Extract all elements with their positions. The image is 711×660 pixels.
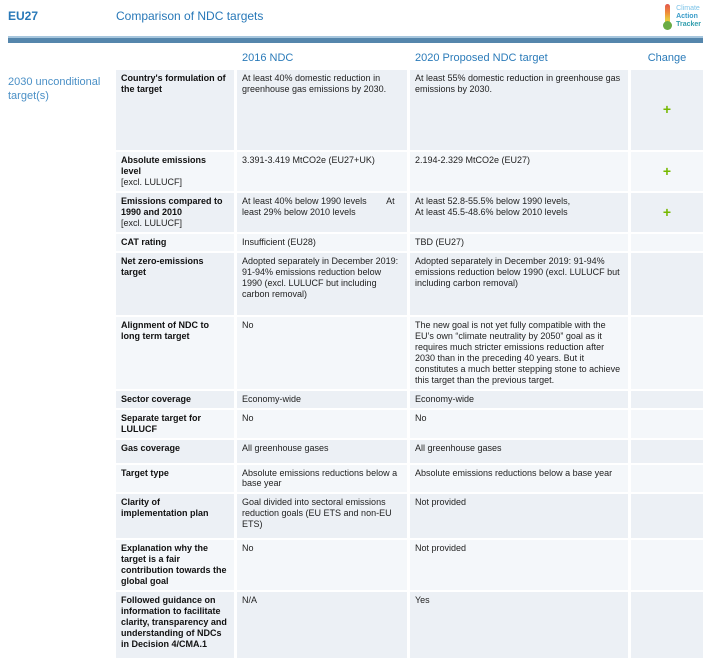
value-2016: Goal divided into sectoral emissions red… bbox=[237, 494, 407, 539]
value-2016: No bbox=[237, 409, 407, 438]
change-cell bbox=[631, 409, 703, 438]
climate-action-tracker-logo: Climate Action Tracker bbox=[663, 4, 701, 30]
column-header-spacer bbox=[116, 52, 234, 64]
value-2016: Absolute emissions reductions below a ba… bbox=[237, 464, 407, 493]
change-cell bbox=[631, 252, 703, 315]
table-row-country-formulation: Country's formulation of the target At l… bbox=[116, 70, 703, 150]
plus-icon: + bbox=[662, 203, 672, 220]
sidebar: 2030 unconditional target(s) bbox=[8, 70, 116, 660]
change-cell: + bbox=[631, 70, 703, 150]
value-2016: No bbox=[237, 316, 407, 389]
logo-word-action: Action bbox=[676, 13, 698, 20]
value-2016: At least 40% below 1990 levels At least … bbox=[237, 192, 407, 232]
value-2016: At least 40% domestic reduction in green… bbox=[237, 70, 407, 150]
ndc-comparison-table: Country's formulation of the target At l… bbox=[116, 70, 703, 660]
column-header-2016-ndc: 2016 NDC bbox=[242, 52, 294, 64]
column-header-change: Change bbox=[647, 52, 687, 64]
logo-word-tracker: Tracker bbox=[676, 21, 701, 28]
value-2020: The new goal is not yet fully compatible… bbox=[410, 316, 628, 389]
row-label: Clarity of implementation plan bbox=[116, 494, 234, 539]
table-row-implementation-plan-clarity: Clarity of implementation plan Goal divi… bbox=[116, 494, 703, 539]
row-label: Separate target for LULUCF bbox=[116, 409, 234, 438]
table-row-target-type: Target type Absolute emissions reduction… bbox=[116, 464, 703, 493]
row-label: Emissions compared to 1990 and 2010 [excl… bbox=[116, 192, 234, 232]
page-header: EU27 Comparison of NDC targets Climate A… bbox=[8, 0, 703, 36]
table-row-followed-guidance: Followed guidance on information to faci… bbox=[116, 592, 703, 659]
change-cell bbox=[631, 494, 703, 539]
column-header-row: 2016 NDC 2020 Proposed NDC target Change bbox=[116, 43, 703, 70]
value-2020: Not provided bbox=[410, 494, 628, 539]
value-2016: 3.391-3.419 MtCO2e (EU27+UK) bbox=[237, 152, 407, 191]
row-label: CAT rating bbox=[116, 233, 234, 251]
table-row-emissions-compared: Emissions compared to 1990 and 2010 [excl… bbox=[116, 192, 703, 232]
page-title: Comparison of NDC targets bbox=[116, 9, 264, 23]
table-row-sector-coverage: Sector coverage Economy-wide Economy-wid… bbox=[116, 390, 703, 408]
row-label: Explanation why the target is a fair con… bbox=[116, 540, 234, 591]
row-label: Alignment of NDC to long term target bbox=[116, 316, 234, 389]
change-cell bbox=[631, 540, 703, 591]
row-label-main: Emissions compared to 1990 and 2010 bbox=[121, 195, 223, 217]
row-label: Followed guidance on information to faci… bbox=[116, 592, 234, 659]
change-cell: + bbox=[631, 192, 703, 232]
value-2016: Adopted separately in December 2019: 91-… bbox=[237, 252, 407, 315]
row-label: Target type bbox=[116, 464, 234, 493]
value-2016: Economy-wide bbox=[237, 390, 407, 408]
value-2020: 2.194-2.329 MtCO2e (EU27) bbox=[410, 152, 628, 191]
main-content: 2030 unconditional target(s) Country's f… bbox=[8, 70, 703, 660]
value-2016: No bbox=[237, 540, 407, 591]
logo-word-climate: Climate bbox=[676, 5, 700, 12]
plus-icon: + bbox=[662, 162, 672, 179]
value-2016: N/A bbox=[237, 592, 407, 659]
table-row-cat-rating: CAT rating Insufficient (EU28) TBD (EU27… bbox=[116, 233, 703, 251]
table-row-alignment-long-term: Alignment of NDC to long term target No … bbox=[116, 316, 703, 389]
table-row-gas-coverage: Gas coverage All greenhouse gases All gr… bbox=[116, 439, 703, 463]
header-divider-bar bbox=[8, 36, 703, 43]
table-row-separate-lulucf-target: Separate target for LULUCF No No bbox=[116, 409, 703, 438]
change-cell bbox=[631, 592, 703, 659]
value-2020: At least 52.8-55.5% below 1990 levels, A… bbox=[410, 192, 628, 232]
row-label: Gas coverage bbox=[116, 439, 234, 463]
value-2016: All greenhouse gases bbox=[237, 439, 407, 463]
change-cell bbox=[631, 233, 703, 251]
country-label: EU27 bbox=[8, 9, 39, 23]
change-cell bbox=[631, 316, 703, 389]
row-label: Absolute emissions level [excl. LULUCF] bbox=[116, 152, 234, 191]
change-cell bbox=[631, 439, 703, 463]
change-cell bbox=[631, 390, 703, 408]
value-2020: Adopted separately in December 2019: 91-… bbox=[410, 252, 628, 315]
table-row-net-zero-target: Net zero-emissions target Adopted separa… bbox=[116, 252, 703, 315]
target-scope-label: 2030 unconditional target(s) bbox=[8, 76, 101, 102]
change-cell bbox=[631, 464, 703, 493]
value-2020: Not provided bbox=[410, 540, 628, 591]
row-label-main: Absolute emissions level bbox=[121, 155, 207, 176]
table-row-fair-contribution-explanation: Explanation why the target is a fair con… bbox=[116, 540, 703, 591]
logo-text: Climate Action Tracker bbox=[676, 5, 701, 29]
thermometer-icon bbox=[663, 4, 673, 30]
value-2016: Insufficient (EU28) bbox=[237, 233, 407, 251]
change-cell: + bbox=[631, 152, 703, 191]
value-2020: At least 55% domestic reduction in green… bbox=[410, 70, 628, 150]
value-2020: Economy-wide bbox=[410, 390, 628, 408]
value-2020: Absolute emissions reductions below a ba… bbox=[410, 464, 628, 493]
value-2020: TBD (EU27) bbox=[410, 233, 628, 251]
column-header-2020-proposed: 2020 Proposed NDC target bbox=[415, 52, 548, 64]
row-label: Country's formulation of the target bbox=[116, 70, 234, 150]
table-row-absolute-emissions: Absolute emissions level [excl. LULUCF] 3… bbox=[116, 152, 703, 191]
plus-icon: + bbox=[662, 101, 672, 118]
row-label: Net zero-emissions target bbox=[116, 252, 234, 315]
value-2020: No bbox=[410, 409, 628, 438]
row-label: Sector coverage bbox=[116, 390, 234, 408]
row-label-sub: [excl. LULUCF] bbox=[121, 176, 183, 187]
value-2020: All greenhouse gases bbox=[410, 439, 628, 463]
value-2020: Yes bbox=[410, 592, 628, 659]
row-label-sub: [excl. LULUCF] bbox=[121, 217, 183, 228]
